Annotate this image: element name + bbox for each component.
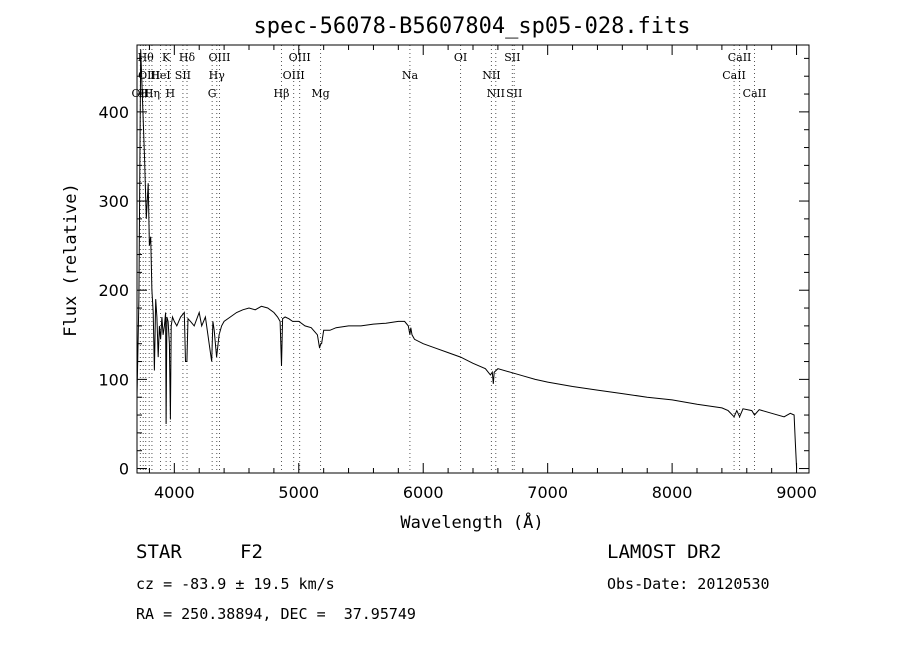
x-tick-label: 4000 — [154, 483, 195, 502]
plot-frame — [136, 44, 810, 474]
x-tick-label: 6000 — [403, 483, 444, 502]
line-label-22: SII — [506, 87, 522, 100]
y-axis-label: Flux (relative) — [61, 183, 81, 337]
y-tick-label: 200 — [98, 281, 129, 300]
line-label-16: Mg — [311, 87, 329, 100]
line-label-6: K — [162, 51, 171, 64]
x-tick-label: 9000 — [776, 483, 817, 502]
line-label-11: Hγ — [209, 69, 226, 82]
x-tick-label: 5000 — [278, 483, 319, 502]
line-label-21: SII — [504, 51, 520, 64]
line-label-7: H — [166, 87, 176, 100]
line-label-13: Hβ — [274, 87, 290, 100]
y-axis-ticks: 0 100 200 300 400 — [98, 57, 809, 479]
object-subclass: F2 — [240, 541, 263, 563]
y-tick-label: 400 — [98, 103, 129, 122]
x-tick-label: 8000 — [652, 483, 693, 502]
line-label-8: SII — [175, 69, 191, 82]
spectral-line-markers — [139, 45, 755, 473]
line-label-23: CaII — [722, 69, 746, 82]
y-tick-label: 300 — [98, 192, 129, 211]
x-axis-ticks: 4000 5000 6000 7000 8000 9000 — [148, 45, 817, 502]
obs-date: Obs-Date: 20120530 — [607, 575, 770, 593]
line-label-1: H — [138, 87, 148, 100]
redshift-info: cz = -83.9 ± 19.5 km/s — [136, 575, 335, 593]
line-label-10: G — [208, 87, 217, 100]
line-label-12: OIII — [208, 51, 230, 64]
line-label-17: Na — [402, 69, 419, 82]
line-label-24: CaII — [728, 51, 752, 64]
object-class: STAR — [136, 541, 182, 563]
x-tick-label: 7000 — [527, 483, 568, 502]
x-axis-label: Wavelength (Å) — [400, 511, 543, 533]
line-label-3: OIII — [138, 69, 160, 82]
line-label-18: OI — [454, 51, 467, 64]
line-label-20: NII — [487, 87, 505, 100]
line-label-15: OIII — [289, 51, 311, 64]
y-tick-label: 100 — [98, 370, 129, 389]
line-label-14: OIII — [283, 69, 305, 82]
line-label-4: Hη — [144, 87, 160, 100]
y-tick-label: 0 — [119, 460, 129, 479]
spectral-line-labels: OIIHHθOIIIHηHeIKHSIIHδGHγOIIIHβOIIIOIIIM… — [132, 51, 767, 100]
chart-title: spec-56078-B5607804_sp05-028.fits — [253, 14, 690, 39]
line-label-2: Hθ — [138, 51, 155, 64]
line-label-25: CaII — [743, 87, 767, 100]
line-label-5: HeI — [150, 69, 170, 82]
line-label-9: Hδ — [179, 51, 196, 64]
spectrum-line — [136, 49, 798, 469]
coordinates: RA = 250.38894, DEC = 37.95749 — [136, 605, 416, 623]
line-label-19: NII — [482, 69, 500, 82]
survey-name: LAMOST DR2 — [607, 541, 722, 563]
